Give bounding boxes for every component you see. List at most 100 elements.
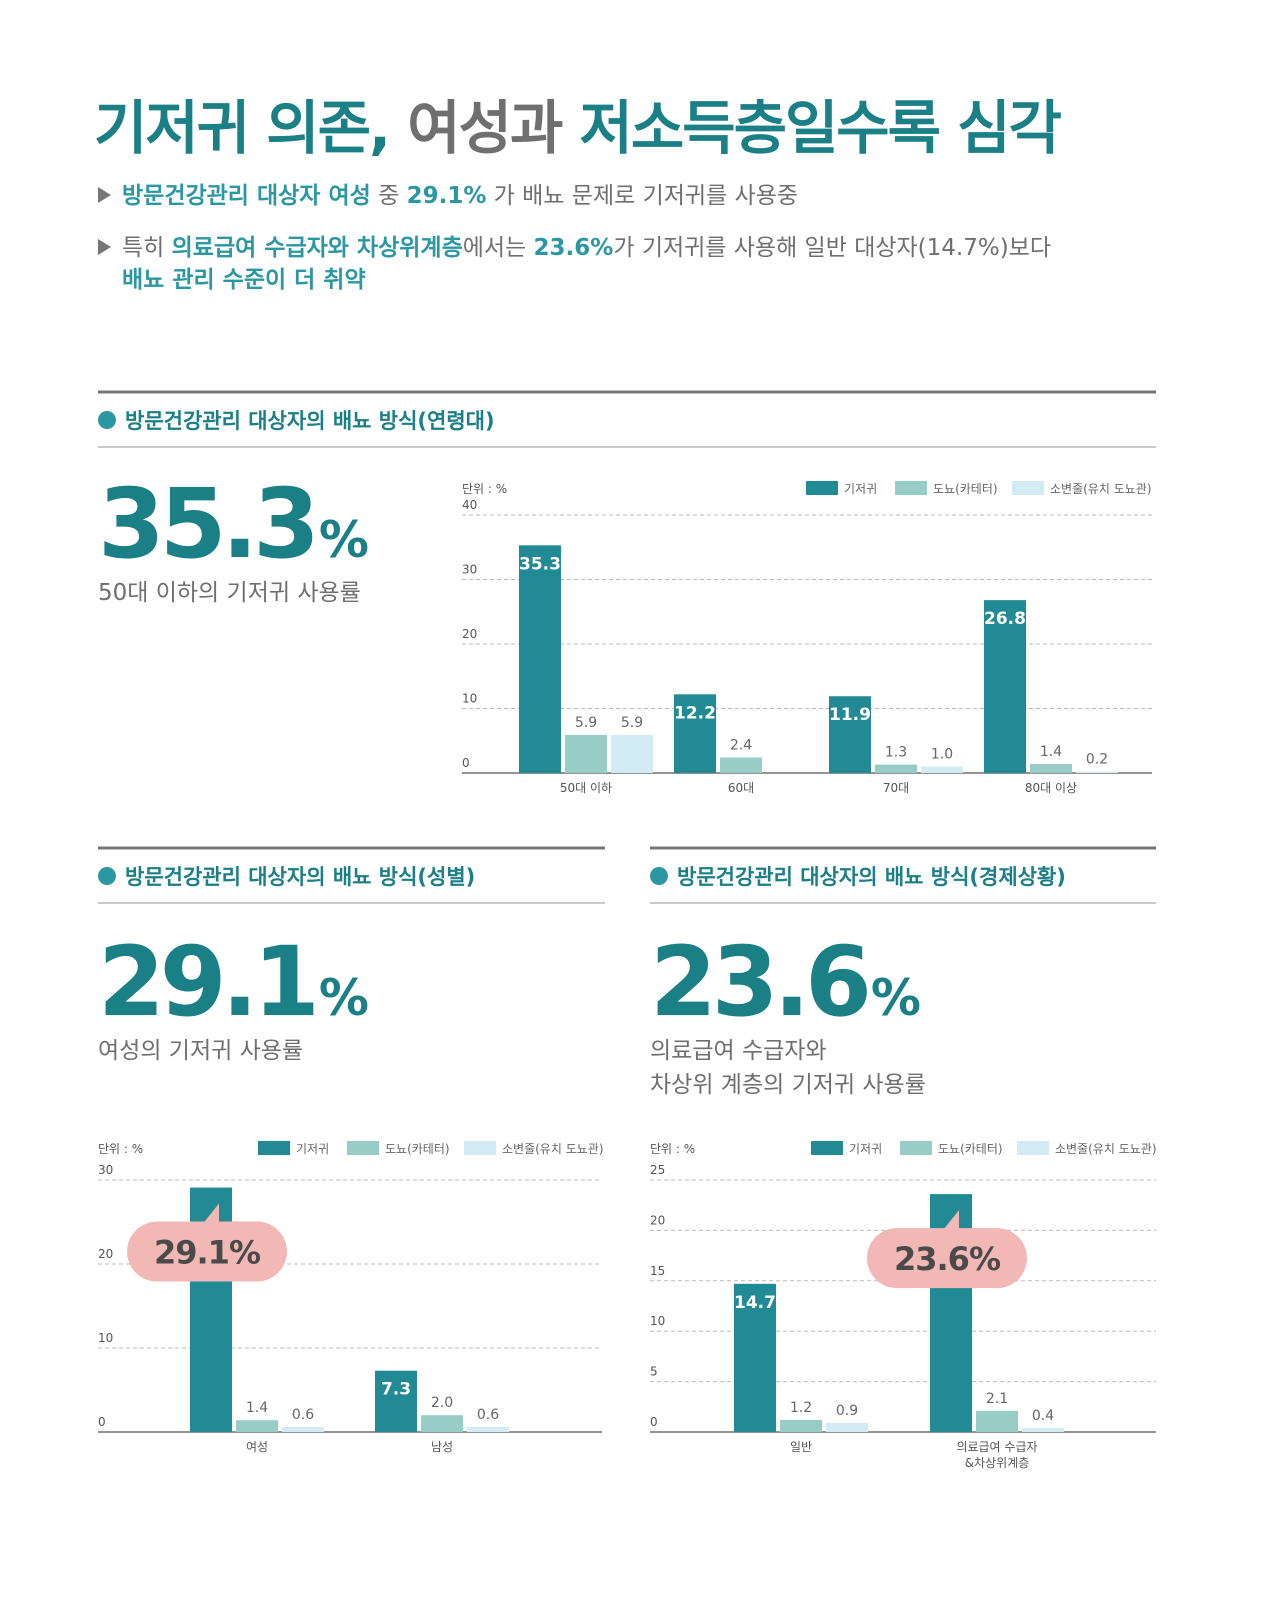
value-label: 2.0 <box>431 1395 453 1411</box>
unit-label: 단위 : % <box>462 482 507 496</box>
value-label: 0.9 <box>836 1403 858 1419</box>
y-tick-label: 10 <box>462 692 477 706</box>
value-label: 2.1 <box>986 1391 1008 1407</box>
callout-pointer <box>943 1210 959 1231</box>
legend-swatch <box>1017 1141 1049 1155</box>
callout-pointer <box>203 1203 219 1224</box>
bullet-segment: 가 배뇨 문제로 기저귀를 사용중 <box>486 183 798 209</box>
x-tick-label: 60대 <box>728 781 754 795</box>
highlight-caption: 차상위 계층의 기저귀 사용률 <box>650 1072 926 1098</box>
value-label: 7.3 <box>381 1380 411 1400</box>
bar <box>1030 763 1072 773</box>
y-tick-label: 5 <box>650 1365 658 1379</box>
legend-label: 도뇨(카테터) <box>938 1142 1003 1156</box>
legend-swatch <box>347 1141 379 1155</box>
legend-swatch <box>895 481 927 495</box>
value-label: 2.4 <box>730 738 752 754</box>
page-title: 기저귀 의존, 여성과 저소득층일수록 심각 <box>94 94 1062 162</box>
bar <box>976 1410 1018 1432</box>
heading-dot <box>98 867 116 885</box>
bar <box>1076 771 1118 773</box>
bar <box>829 696 871 773</box>
value-label: 5.9 <box>621 715 643 731</box>
highlight-number: 29.1% <box>98 926 368 1038</box>
legend-label: 소변줄(유치 도뇨관) <box>502 1142 604 1156</box>
bullet-marker <box>98 187 111 203</box>
value-label: 0.2 <box>1086 752 1108 768</box>
bar <box>282 1426 324 1432</box>
bar <box>921 766 963 773</box>
value-label: 0.4 <box>1032 1408 1054 1424</box>
legend-swatch <box>900 1141 932 1155</box>
y-tick-label: 25 <box>650 1163 665 1177</box>
legend-label: 소변줄(유치 도뇨관) <box>1055 1142 1157 1156</box>
bar <box>875 764 917 773</box>
y-tick-label: 20 <box>650 1213 665 1227</box>
y-tick-label: 30 <box>98 1163 113 1177</box>
legend-swatch <box>464 1141 496 1155</box>
callout-label: 23.6% <box>894 1240 1001 1278</box>
legend-swatch <box>806 481 838 495</box>
bar <box>674 694 716 773</box>
bullet-segment: 가 기저귀를 사용해 일반 대상자(14.7%)보다 <box>613 235 1051 261</box>
y-tick-label: 0 <box>98 1415 106 1429</box>
value-label: 1.3 <box>885 745 907 761</box>
heading-dot <box>650 867 668 885</box>
bullet-text: 배뇨 관리 수준이 더 취약 <box>122 267 366 293</box>
x-tick-label: 의료급여 수급자 &차상위계층 <box>956 1440 1037 1470</box>
bar <box>1022 1427 1064 1432</box>
unit-label: 단위 : % <box>98 1142 143 1156</box>
legend-swatch <box>258 1141 290 1155</box>
legend-swatch <box>1012 481 1044 495</box>
section-title: 방문건강관리 대상자의 배뇨 방식(성별) <box>125 865 475 889</box>
x-tick-label: 여성 <box>246 1440 268 1454</box>
value-label: 1.0 <box>931 747 953 763</box>
bullet-segment: 중 <box>371 183 407 209</box>
value-label: 1.4 <box>246 1400 268 1416</box>
value-label: 26.8 <box>984 609 1026 629</box>
value-label: 35.3 <box>519 554 561 574</box>
highlight-value: 29.1 <box>98 926 315 1038</box>
highlight-caption: 여성의 기저귀 사용률 <box>98 1038 303 1064</box>
y-tick-label: 20 <box>462 627 477 641</box>
bullet-segment: 23.6% <box>534 235 614 261</box>
bullet-segment: 29.1% <box>407 183 487 209</box>
section-title: 방문건강관리 대상자의 배뇨 방식(연령대) <box>125 409 495 433</box>
y-tick-label: 10 <box>98 1331 113 1345</box>
bar <box>519 545 561 773</box>
bar <box>375 1370 417 1432</box>
bullet-segment: 방문건강관리 대상자 여성 <box>122 183 371 209</box>
bullet-segment: 에서는 <box>463 235 534 261</box>
callout <box>867 1228 1027 1289</box>
bar <box>780 1419 822 1432</box>
legend-label: 기저귀 <box>844 482 877 496</box>
legend-label: 도뇨(카테터) <box>933 482 998 496</box>
bar <box>826 1422 868 1432</box>
bar <box>984 600 1026 773</box>
bar <box>421 1415 463 1432</box>
value-label: 1.4 <box>1040 744 1062 760</box>
x-tick-label: 남성 <box>431 1440 453 1454</box>
unit-label: 단위 : % <box>650 1142 695 1156</box>
value-label: 12.2 <box>674 703 716 723</box>
title-segment: 기저귀 의존, <box>94 94 407 162</box>
bullet-segment: 의료급여 수급자와 차상위계층 <box>172 235 463 261</box>
bullet-text: 특히 의료급여 수급자와 차상위계층에서는 23.6%가 기저귀를 사용해 일반… <box>122 235 1051 261</box>
highlight-value: 23.6 <box>650 926 867 1038</box>
y-tick-label: 15 <box>650 1264 665 1278</box>
bar <box>734 1283 776 1432</box>
bar <box>611 734 653 773</box>
highlight-unit: % <box>871 969 920 1027</box>
bullet-marker <box>98 239 111 255</box>
callout <box>127 1221 287 1282</box>
y-tick-label: 0 <box>650 1415 658 1429</box>
highlight-number: 23.6% <box>650 926 920 1038</box>
value-label: 0.6 <box>477 1407 499 1423</box>
y-tick-label: 10 <box>650 1314 665 1328</box>
value-label: 11.9 <box>829 705 871 725</box>
highlight-caption: 의료급여 수급자와 <box>650 1038 827 1064</box>
legend-label: 기저귀 <box>296 1142 329 1156</box>
bar <box>236 1420 278 1432</box>
